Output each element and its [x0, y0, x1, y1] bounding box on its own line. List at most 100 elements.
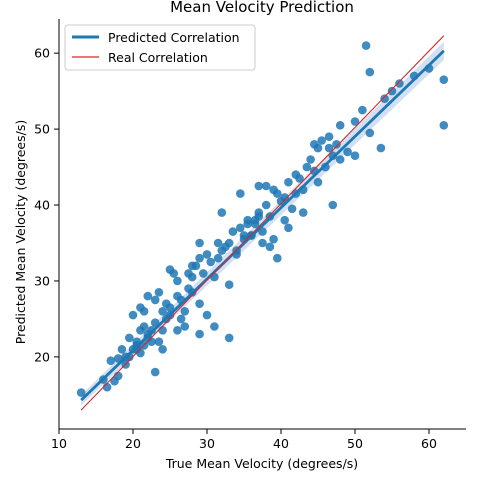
data-point	[284, 177, 293, 187]
predicted-correlation-line	[80, 49, 445, 402]
data-point	[302, 162, 312, 172]
data-point	[147, 326, 156, 335]
chart-title: Mean Velocity Prediction	[170, 0, 354, 16]
data-point	[128, 310, 138, 320]
y-tick-label: 20	[34, 349, 50, 364]
data-point	[213, 253, 223, 263]
data-point	[125, 333, 134, 343]
data-point	[184, 269, 193, 278]
data-point	[239, 231, 249, 240]
data-point	[269, 234, 278, 244]
data-point	[350, 117, 360, 126]
legend: Predicted Correlation Real Correlation	[64, 24, 256, 71]
data-point	[335, 155, 345, 164]
data-point	[224, 333, 234, 343]
data-point	[328, 200, 338, 210]
data-point	[154, 288, 164, 297]
y-tick-label: 60	[34, 46, 50, 61]
data-point	[180, 322, 190, 331]
data-point	[298, 208, 308, 217]
data-point	[202, 310, 212, 320]
data-point	[280, 193, 290, 202]
data-point	[310, 140, 319, 149]
data-point	[306, 155, 315, 164]
x-tick-label: 60	[421, 436, 437, 451]
data-point	[265, 242, 275, 252]
data-point	[358, 105, 367, 115]
data-point	[173, 276, 182, 286]
data-point	[261, 200, 271, 210]
data-point	[439, 75, 449, 84]
data-point	[76, 388, 86, 397]
data-point	[195, 253, 204, 263]
data-point	[273, 253, 282, 263]
data-point	[284, 223, 293, 233]
y-axis-label: Predicted Mean Velocity (degrees/s)	[13, 120, 28, 345]
data-point	[113, 371, 123, 381]
data-point	[380, 94, 389, 103]
data-point	[332, 140, 341, 149]
data-point	[176, 314, 186, 324]
data-point	[187, 261, 197, 271]
data-point	[224, 238, 234, 248]
data-point	[139, 322, 149, 331]
y-tick-label: 50	[34, 122, 50, 137]
legend-label-real: Real Correlation	[108, 50, 208, 65]
data-point	[343, 147, 352, 157]
data-point	[350, 151, 360, 160]
data-point	[158, 326, 167, 335]
data-point	[224, 280, 234, 290]
x-tick-label: 50	[347, 436, 363, 451]
data-point	[261, 181, 271, 191]
x-tick-label: 40	[273, 436, 289, 451]
data-point	[154, 337, 164, 347]
data-point	[195, 299, 204, 309]
data-point	[365, 67, 375, 77]
x-tick-label: 10	[51, 436, 67, 451]
data-point	[195, 329, 204, 339]
data-point	[273, 189, 282, 198]
data-point	[236, 189, 245, 198]
data-point	[324, 132, 334, 141]
data-point	[162, 299, 171, 309]
data-point	[143, 291, 153, 301]
correlation-lines-layer	[80, 35, 445, 411]
y-tick-label: 40	[34, 198, 50, 213]
data-point	[365, 128, 375, 138]
data-point	[387, 86, 397, 96]
data-point	[173, 326, 182, 335]
data-point	[328, 151, 338, 160]
data-point	[195, 238, 204, 248]
data-point	[243, 219, 252, 229]
y-tick-label: 30	[34, 273, 50, 288]
x-tick-label: 30	[199, 436, 215, 451]
data-point	[139, 307, 149, 316]
data-point	[376, 143, 386, 153]
data-point	[321, 162, 330, 172]
data-point	[117, 345, 127, 354]
data-point	[210, 322, 219, 331]
data-point	[250, 215, 260, 225]
data-point	[280, 215, 290, 225]
ticks-layer: 10 20 30 40 50 60 20 30 40 50 60	[34, 46, 437, 451]
data-point	[217, 208, 227, 217]
data-point	[158, 307, 167, 316]
data-point	[199, 269, 208, 278]
data-point	[439, 121, 449, 130]
data-point	[106, 356, 116, 366]
data-point	[150, 367, 160, 377]
data-point	[236, 223, 245, 233]
data-point	[335, 121, 345, 130]
legend-label-predicted: Predicted Correlation	[108, 30, 240, 45]
data-point	[324, 143, 334, 153]
data-point	[150, 318, 160, 328]
real-correlation-line	[80, 35, 445, 411]
data-point	[317, 136, 327, 145]
data-point	[361, 41, 371, 50]
data-point	[287, 204, 297, 214]
data-point	[206, 257, 215, 267]
x-tick-label: 20	[125, 436, 141, 451]
data-point	[102, 382, 112, 392]
